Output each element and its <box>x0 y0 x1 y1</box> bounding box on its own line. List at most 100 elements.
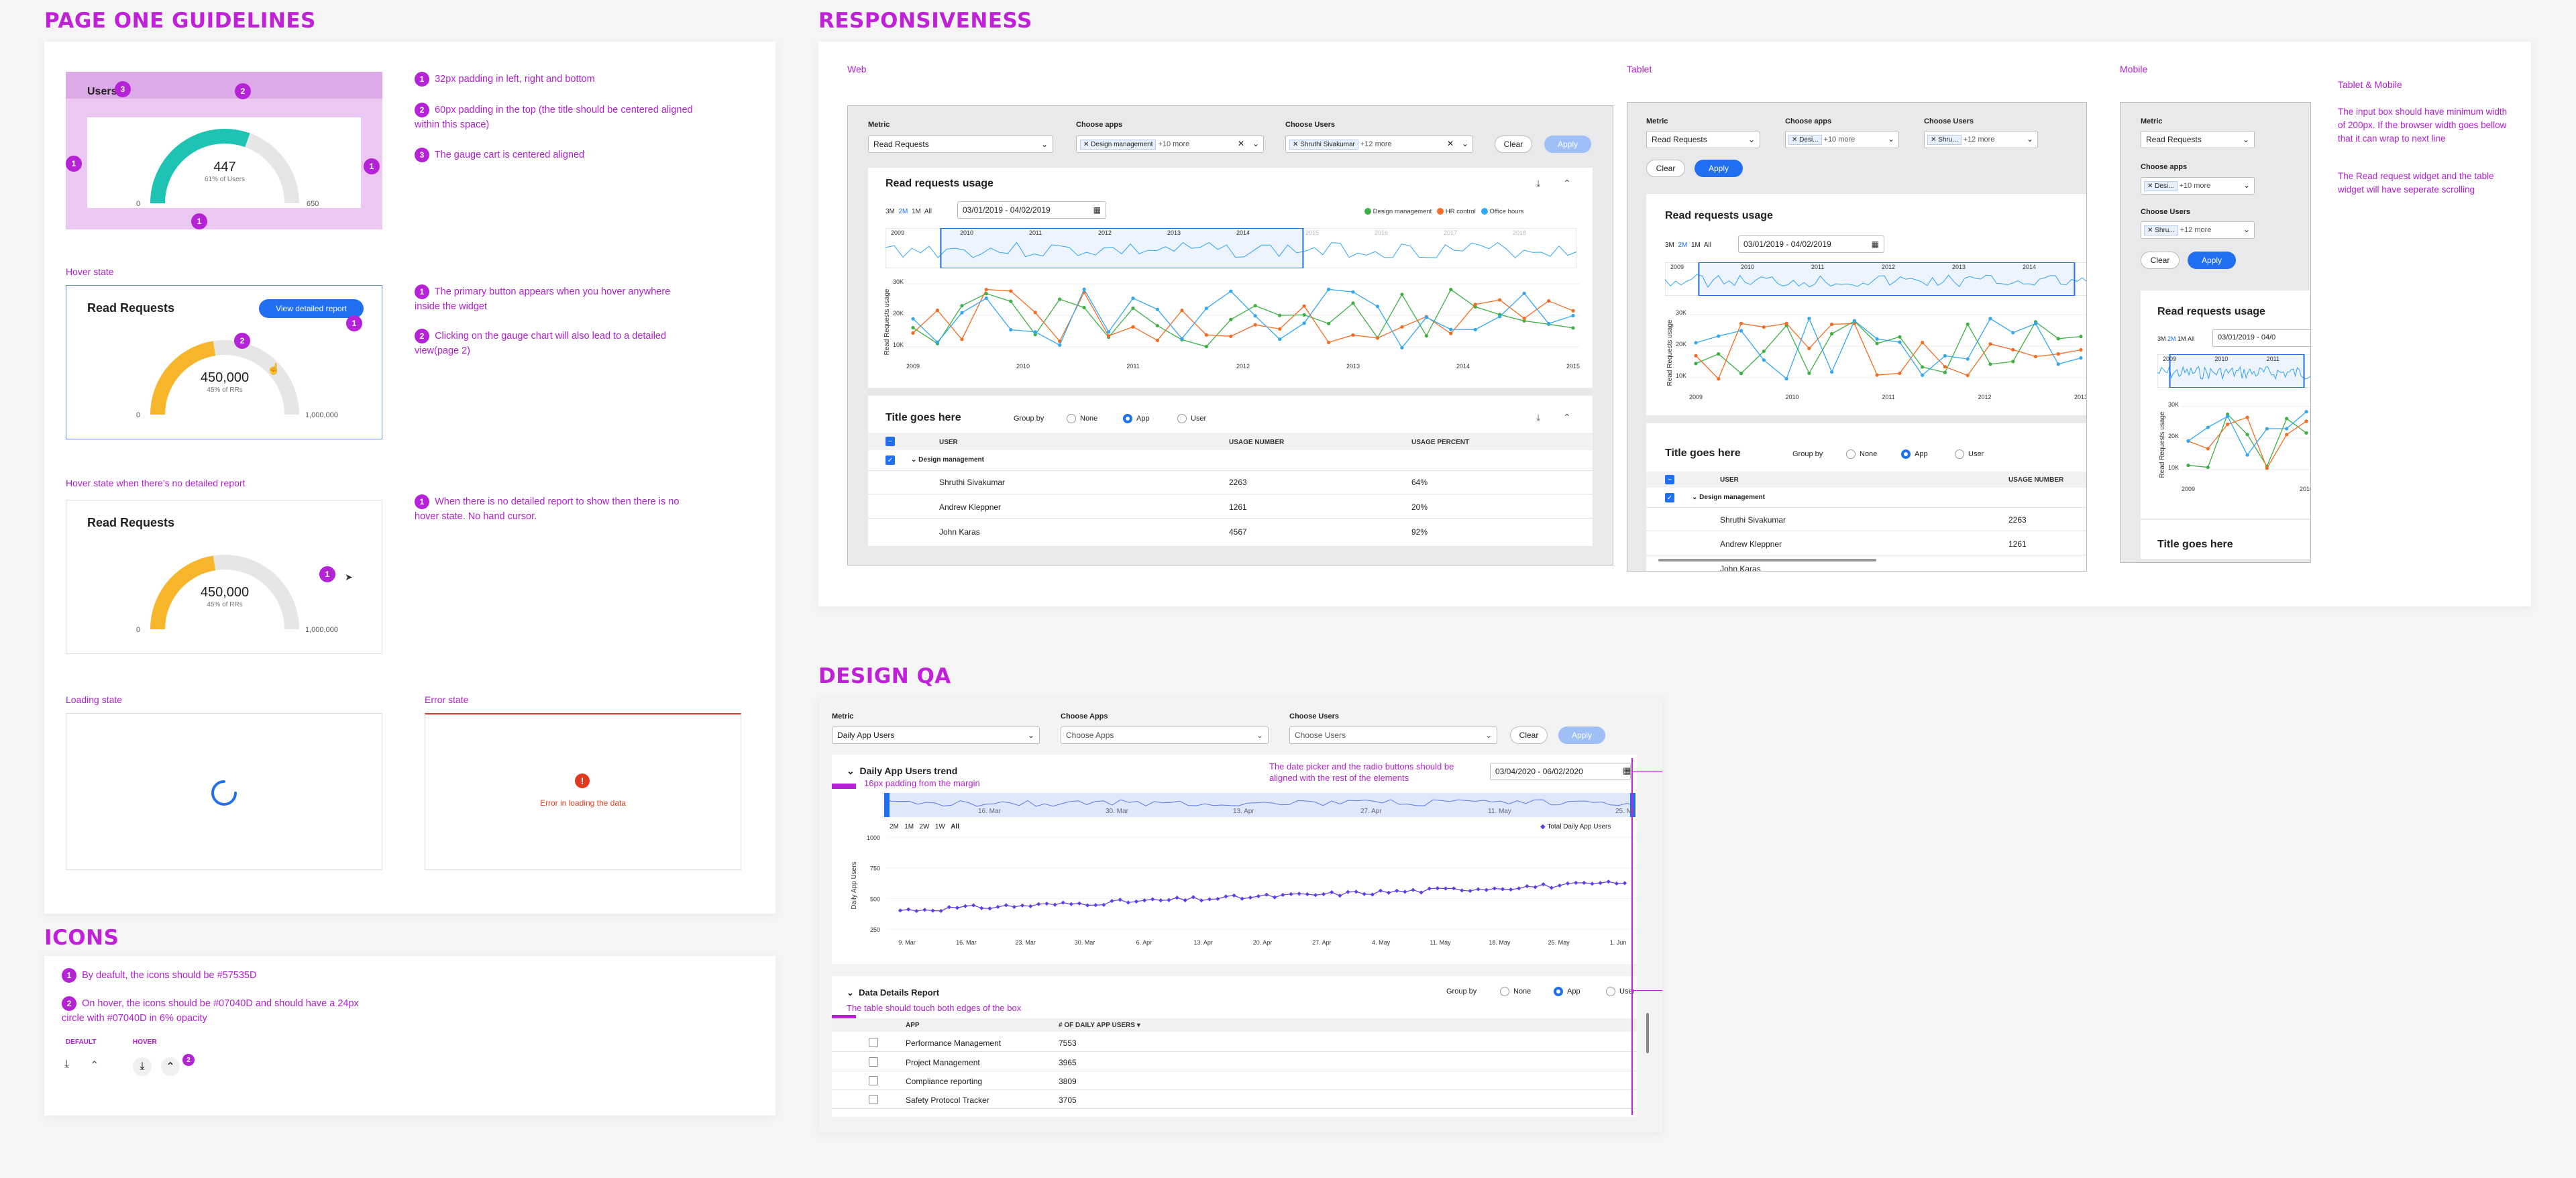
series-point <box>1739 329 1743 333</box>
qa-table-widget <box>832 976 1637 1117</box>
apps-select[interactable]: ✕ Desi... +10 more ⌄ <box>2141 177 2255 195</box>
users-select[interactable]: ✕ Shruthi Sivakumar +12 more ✕ ⌄ <box>1285 136 1473 153</box>
qa-table-title[interactable]: ⌄ Data Details Report <box>847 987 940 998</box>
apply-button[interactable]: Apply <box>1695 160 1743 177</box>
series-point <box>1694 354 1698 358</box>
qa-metric-select[interactable]: Daily App Users ⌄ <box>832 727 1040 744</box>
range-buttons[interactable]: 3M 2M 1M All <box>1665 242 1711 249</box>
range-buttons[interactable]: 3M 2M 1M All <box>885 208 932 215</box>
qa-series-point <box>1338 894 1342 898</box>
series-point <box>2056 362 2060 366</box>
qa-radio-app[interactable] <box>1554 987 1563 996</box>
tablet-label: Tablet <box>1627 64 1652 74</box>
qa-clear-button[interactable]: Clear <box>1510 727 1548 744</box>
date-range-input[interactable]: 03/01/2019 - 04/02/2019 ▦ <box>957 201 1106 219</box>
section-title-icons: ICONS <box>44 926 119 950</box>
group-checkbox[interactable]: ✓ <box>885 456 895 465</box>
row-checkbox[interactable] <box>869 1076 878 1085</box>
radio-app[interactable] <box>1123 414 1132 423</box>
section-title-page-one: PAGE ONE GUIDELINES <box>44 9 316 33</box>
qa-series-point <box>1020 903 1025 908</box>
row-usage: 2263 <box>1229 478 1247 487</box>
radio-none[interactable] <box>1067 414 1076 423</box>
qa-series-point <box>979 906 984 910</box>
users-select[interactable]: ✕ Shru... +12 more ⌄ <box>2141 221 2255 239</box>
qa-apply-button[interactable]: Apply <box>1558 727 1605 744</box>
qa-radio-user[interactable] <box>1606 987 1615 996</box>
series-point <box>1762 325 1766 329</box>
row-checkbox[interactable] <box>869 1038 878 1047</box>
series-point <box>1449 288 1453 292</box>
series-point <box>2304 431 2308 435</box>
qa-x-tick: 13. Apr <box>1193 939 1213 946</box>
range-buttons[interactable]: 3M 2M 1M All <box>2157 335 2195 342</box>
gauge-chart-read-requests[interactable] <box>144 329 305 419</box>
collapse-icon[interactable]: ⌃ <box>90 1060 99 1071</box>
download-icon[interactable]: ⤓ <box>64 1059 70 1070</box>
web-navigator[interactable]: 2009 2010 2011 2012 2013 2014 2015 2016 2017 2018 <box>885 228 1576 268</box>
qa-line-chart[interactable]: Daily App Users 1000 750 500 250 9. Mar 16. Ma… <box>847 832 1638 949</box>
qa-apps-select[interactable]: Choose Apps ⌄ <box>1061 727 1269 744</box>
qa-series-point <box>930 908 935 913</box>
select-all-checkbox[interactable]: − <box>885 437 895 446</box>
apps-select[interactable]: ✕ Design management +10 more ✕ ⌄ <box>1076 136 1264 153</box>
metric-select[interactable]: Read Requests ⌄ <box>2141 131 2255 148</box>
x-tick-label: 2012 <box>1978 394 1991 400</box>
group-row[interactable]: ⌄ Design management <box>911 456 984 464</box>
date-range-input[interactable]: 03/01/2019 - 04/02/2019 ▦ <box>1738 235 1884 253</box>
apply-button[interactable]: Apply <box>2188 252 2236 269</box>
download-icon-hover[interactable]: ⤓ <box>133 1057 152 1076</box>
alignment-guide-tick <box>1631 771 1662 772</box>
qa-series-point <box>1582 880 1587 886</box>
view-detailed-report-button[interactable]: View detailed report <box>259 299 364 318</box>
clear-button[interactable]: Clear <box>1646 160 1685 177</box>
clear-button[interactable]: Clear <box>2141 252 2180 269</box>
qa-series-point <box>1370 892 1375 897</box>
x-tick-label: 2013 <box>1346 363 1360 370</box>
qa-series-point <box>1248 895 1252 900</box>
qa-navigator[interactable]: 16. Mar 30. Mar 13. Apr 27. Apr 11. May 25. M… <box>884 793 1635 817</box>
qa-series-point <box>1500 887 1505 892</box>
qa-chart-title[interactable]: ⌄ Daily App Users trend <box>847 765 958 776</box>
qa-series-point <box>1492 886 1497 891</box>
row-pct: 92% <box>1411 527 1428 537</box>
qa-series-point <box>1053 902 1057 907</box>
gauge-chart-users[interactable] <box>144 117 305 208</box>
download-icon[interactable]: ⤓ <box>1536 412 1541 423</box>
row-checkbox[interactable] <box>869 1095 878 1104</box>
collapse-icon-hover[interactable]: ⌃ <box>161 1057 180 1076</box>
series-point <box>1058 343 1062 347</box>
qa-series-point <box>955 906 960 910</box>
qa-users-select[interactable]: Choose Users ⌄ <box>1289 727 1497 744</box>
download-icon[interactable]: ⤓ <box>1536 178 1541 189</box>
apply-button[interactable]: Apply <box>1544 136 1591 153</box>
qa-nav-date: 16. Mar <box>978 808 1002 815</box>
qa-group-by: Group by <box>1446 987 1477 996</box>
row-checkbox[interactable] <box>869 1057 878 1067</box>
qa-series-point <box>1077 901 1082 906</box>
table-header <box>868 433 1593 450</box>
series-point <box>1852 319 1856 323</box>
qa-series-point <box>1305 892 1309 897</box>
clear-button[interactable]: Clear <box>1495 136 1532 153</box>
qa-series-point <box>1289 892 1293 896</box>
radio-user[interactable] <box>1177 414 1187 423</box>
series-point <box>1351 290 1355 294</box>
qa-table-scrollbar[interactable] <box>1646 1013 1649 1053</box>
calendar-icon[interactable]: ▦ <box>1623 765 1631 775</box>
metric-select[interactable]: Read Requests ⌄ <box>1646 131 1760 148</box>
collapse-icon[interactable]: ⌃ <box>1563 178 1571 189</box>
date-range-input[interactable]: 03/01/2019 - 04/0 <box>2212 329 2310 347</box>
qa-range-buttons[interactable]: 2M 1M 2W 1W All <box>890 823 959 831</box>
qa-series-point <box>1069 902 1073 906</box>
qa-series-point <box>1208 897 1212 902</box>
users-select[interactable]: ✕ Shru... +12 more ⌄ <box>1924 131 2038 148</box>
qa-series-point <box>1435 886 1440 891</box>
qa-date-range-input[interactable]: 03/04/2020 - 06/02/2020 <box>1490 763 1631 780</box>
qa-col-users[interactable]: # OF DAILY APP USERS ▾ <box>1059 1022 1140 1029</box>
apps-select[interactable]: ✕ Desi... +10 more ⌄ <box>1785 131 1899 148</box>
qa-radio-none[interactable] <box>1500 987 1509 996</box>
collapse-icon[interactable]: ⌃ <box>1563 412 1571 423</box>
metric-select[interactable]: Read Requests ⌄ <box>868 136 1053 153</box>
